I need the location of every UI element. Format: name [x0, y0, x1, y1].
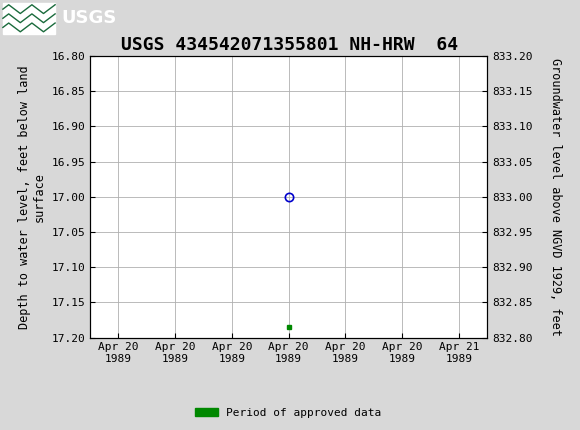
Text: USGS 434542071355801 NH-HRW  64: USGS 434542071355801 NH-HRW 64	[121, 36, 459, 54]
Y-axis label: Groundwater level above NGVD 1929, feet: Groundwater level above NGVD 1929, feet	[549, 58, 562, 336]
Text: USGS: USGS	[61, 9, 116, 27]
FancyBboxPatch shape	[3, 3, 55, 34]
Legend: Period of approved data: Period of approved data	[191, 403, 386, 422]
Y-axis label: Depth to water level, feet below land
surface: Depth to water level, feet below land su…	[18, 65, 46, 329]
